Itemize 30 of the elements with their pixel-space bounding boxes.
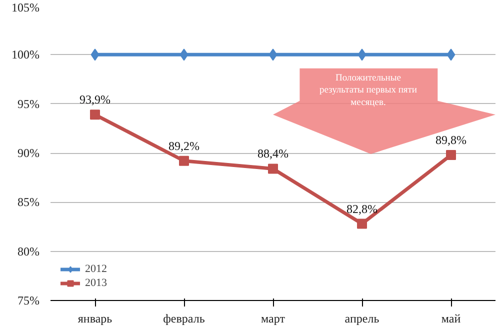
y-tick-label: 90%	[18, 146, 40, 160]
y-tick-label: 100%	[12, 48, 40, 62]
y-tick-label: 105%	[12, 0, 40, 14]
data-label: 93,9%	[80, 92, 110, 107]
x-tick-label: февраль	[163, 312, 206, 326]
x-tick-label: январь	[78, 312, 113, 326]
legend-label: 2012	[85, 262, 107, 276]
x-tick-label: апрель	[344, 312, 380, 326]
point	[358, 48, 366, 61]
y-tick-label: 80%	[18, 244, 40, 258]
data-label: 88,4%	[258, 146, 288, 161]
point	[446, 48, 456, 61]
data-label: 82,8%	[346, 202, 378, 216]
point	[179, 156, 189, 166]
y-tick-label: 75%	[18, 294, 40, 308]
x-tick-label: март	[261, 312, 286, 326]
point	[268, 164, 278, 174]
point	[90, 110, 100, 120]
y-tick-label: 95%	[18, 96, 40, 111]
point	[268, 48, 278, 61]
point	[180, 48, 188, 61]
data-label: 89,2%	[168, 138, 200, 153]
point	[357, 218, 367, 229]
point	[90, 48, 100, 61]
point	[446, 150, 456, 160]
data-label: 89,8%	[436, 132, 466, 147]
annotation: Положительные результаты первых пяти месяцев.	[319, 73, 418, 108]
x-tick-label: май	[441, 312, 462, 326]
y-tick-label: 85%	[18, 195, 40, 210]
legend-label: 2013	[85, 276, 107, 290]
